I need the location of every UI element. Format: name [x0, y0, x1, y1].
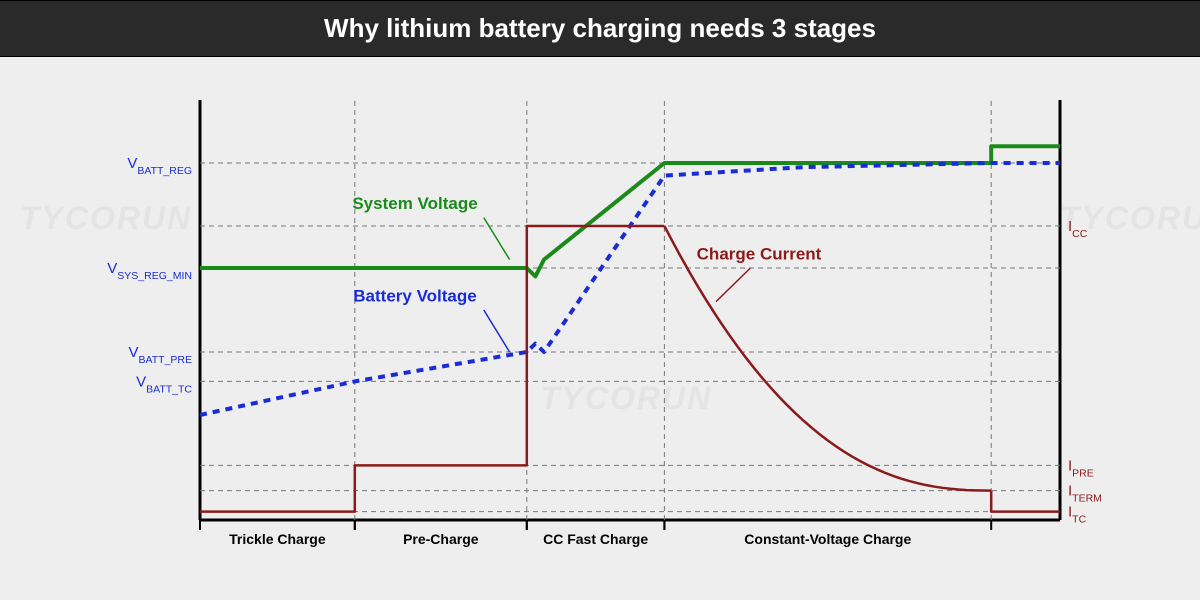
svg-text:VBATT_TC: VBATT_TC [136, 373, 192, 395]
svg-text:ICC: ICC [1068, 218, 1088, 240]
svg-text:CC Fast Charge: CC Fast Charge [543, 531, 648, 547]
svg-text:Battery Voltage: Battery Voltage [353, 287, 476, 306]
svg-text:VBATT_PRE: VBATT_PRE [129, 344, 193, 366]
svg-text:ITERM: ITERM [1068, 483, 1102, 505]
svg-text:VSYS_REG_MIN: VSYS_REG_MIN [107, 260, 192, 282]
svg-text:Trickle Charge: Trickle Charge [229, 531, 326, 547]
svg-text:System Voltage: System Voltage [352, 194, 477, 213]
svg-text:Pre-Charge: Pre-Charge [403, 531, 479, 547]
svg-text:Charge Current: Charge Current [697, 245, 822, 264]
page-title: Why lithium battery charging needs 3 sta… [0, 0, 1200, 57]
svg-text:VBATT_REG: VBATT_REG [127, 155, 192, 177]
svg-text:ITC: ITC [1068, 504, 1087, 526]
svg-text:IPRE: IPRE [1068, 457, 1094, 479]
svg-text:Constant-Voltage Charge: Constant-Voltage Charge [744, 531, 911, 547]
charging-chart: Trickle Charge Pre-Charge CC Fast Charge Co… [70, 90, 1130, 570]
